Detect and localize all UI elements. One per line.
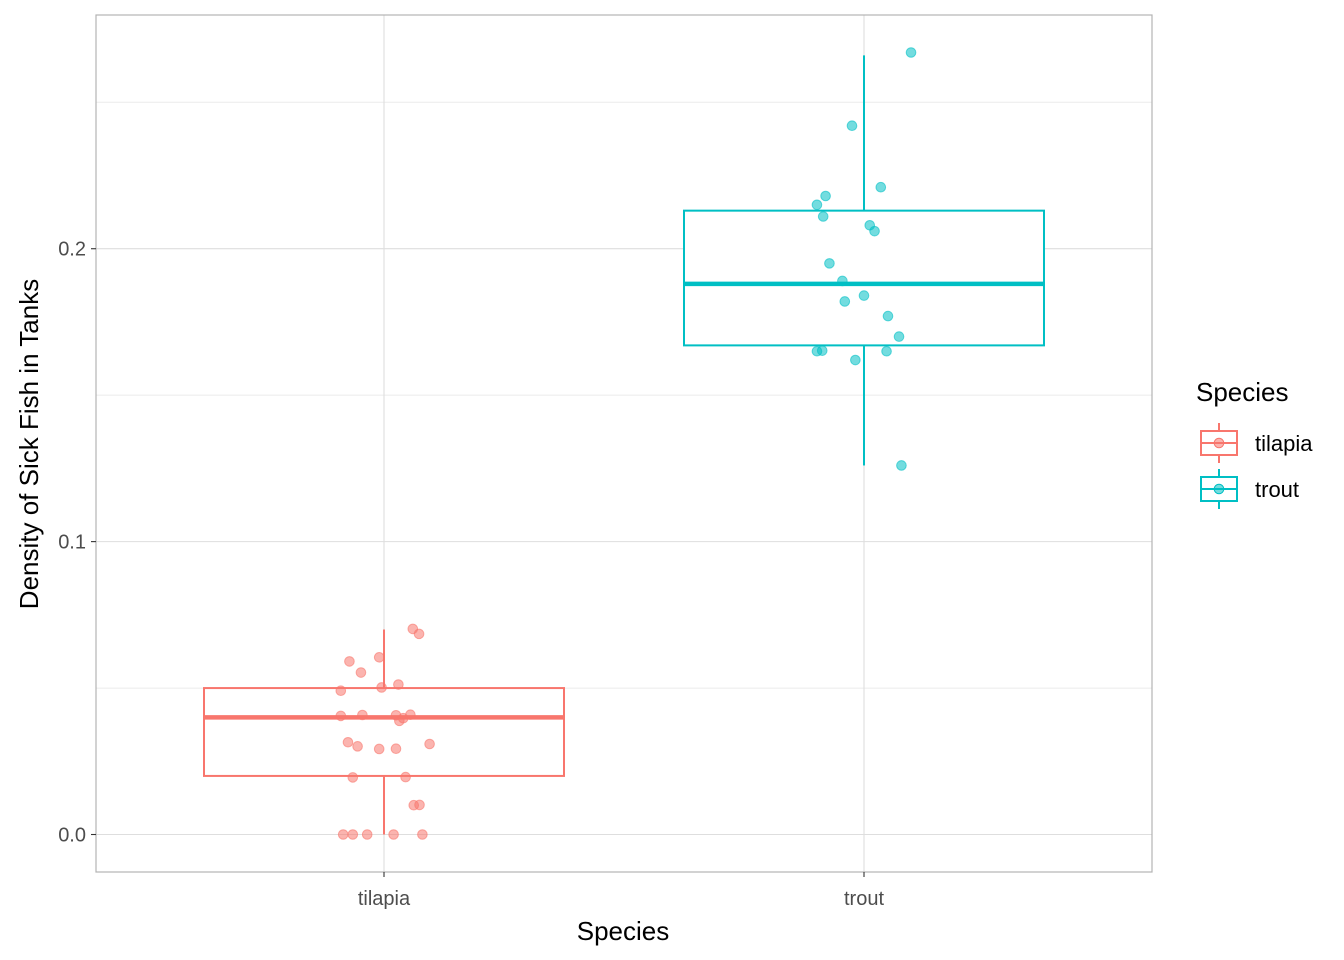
- data-point-trout: [816, 345, 828, 356]
- box-tilapia: [203, 629, 565, 835]
- data-point-tilapia: [373, 743, 385, 755]
- legend-items: tilapia trout: [1200, 423, 1313, 509]
- data-point-trout: [839, 296, 851, 307]
- data-point-trout: [893, 331, 905, 342]
- data-point-trout: [896, 460, 907, 471]
- box-layer: [203, 55, 1045, 835]
- data-point-tilapia: [388, 829, 399, 840]
- legend-label: trout: [1255, 477, 1299, 502]
- data-point-tilapia: [361, 829, 373, 840]
- legend-item-trout: trout: [1200, 469, 1299, 509]
- x-axis-ticks: tilapia trout: [358, 872, 884, 910]
- data-point-tilapia: [414, 799, 425, 811]
- data-point-tilapia: [335, 685, 347, 697]
- data-point-trout: [869, 225, 880, 237]
- data-point-tilapia: [405, 709, 416, 721]
- box-iqr: [683, 209, 1045, 347]
- y-tick-label: 0.1: [58, 532, 86, 554]
- data-point-tilapia: [355, 667, 367, 678]
- data-point-trout: [881, 345, 892, 357]
- data-point-tilapia: [390, 743, 402, 754]
- data-point-tilapia: [344, 656, 355, 667]
- data-point-trout: [820, 190, 831, 202]
- data-point-trout: [858, 290, 870, 301]
- data-point-trout: [850, 354, 861, 366]
- y-axis-title: Density of Sick Fish in Tanks: [14, 279, 44, 609]
- data-point-tilapia: [424, 738, 435, 750]
- data-point-trout: [846, 120, 858, 132]
- legend-item-tilapia: tilapia: [1200, 423, 1313, 463]
- data-point-trout: [824, 258, 835, 269]
- data-point-tilapia: [347, 829, 359, 840]
- x-axis-title: Species: [577, 916, 670, 946]
- data-point-tilapia: [373, 652, 385, 663]
- data-point-trout: [882, 310, 894, 322]
- x-tick-label: trout: [844, 888, 884, 910]
- y-axis-ticks: 0.0 0.1 0.2: [58, 239, 96, 847]
- legend-key-point: [1213, 483, 1225, 495]
- data-point-tilapia: [357, 709, 368, 721]
- box-trout: [683, 55, 1045, 466]
- legend-label: tilapia: [1255, 431, 1313, 456]
- data-point-tilapia: [400, 771, 411, 783]
- x-tick-label: tilapia: [358, 888, 411, 910]
- data-point-tilapia: [337, 829, 349, 840]
- data-point-trout: [817, 211, 829, 222]
- legend-title: Species: [1196, 377, 1289, 407]
- data-point-trout: [811, 199, 823, 211]
- point-layer: [335, 47, 917, 840]
- data-point-tilapia: [413, 628, 425, 640]
- panel-border: [95, 14, 1153, 873]
- legend: Species tilapia trout: [1196, 377, 1313, 509]
- data-point-tilapia: [376, 682, 387, 693]
- box-iqr: [203, 687, 565, 777]
- data-point-trout: [905, 47, 917, 58]
- data-point-trout: [875, 181, 887, 193]
- data-point-tilapia: [347, 772, 359, 783]
- data-point-tilapia: [352, 741, 363, 752]
- data-point-tilapia: [393, 679, 404, 690]
- y-tick-label: 0.2: [58, 239, 86, 261]
- data-point-tilapia: [417, 829, 428, 840]
- data-point-tilapia: [342, 736, 354, 748]
- data-point-trout: [837, 275, 848, 287]
- legend-key-point: [1213, 437, 1225, 449]
- y-tick-label: 0.0: [58, 825, 86, 847]
- data-point-tilapia: [335, 710, 347, 722]
